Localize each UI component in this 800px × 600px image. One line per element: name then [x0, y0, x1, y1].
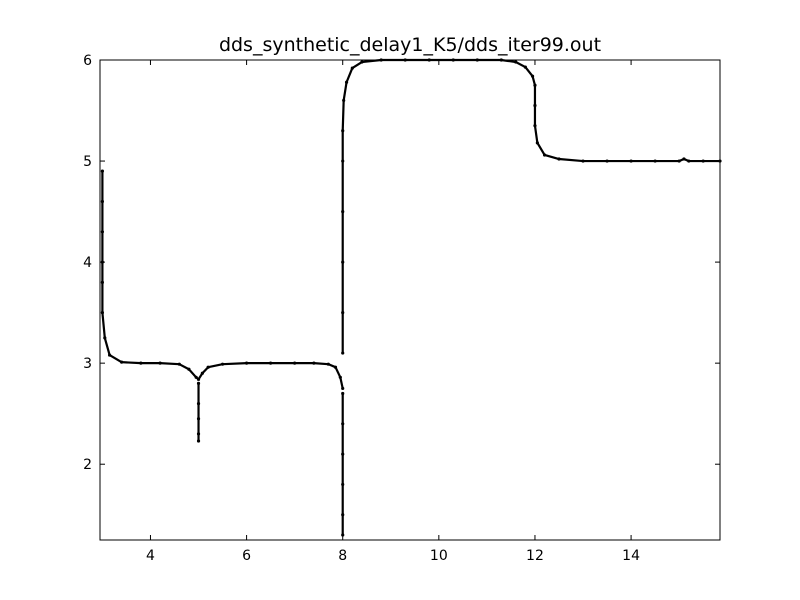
data-point	[206, 365, 210, 369]
data-point	[103, 336, 107, 340]
data-points	[100, 58, 722, 537]
data-point	[187, 367, 191, 371]
data-point	[338, 375, 342, 379]
data-point	[196, 439, 201, 443]
data-point	[293, 361, 297, 365]
data-point	[158, 361, 162, 365]
data-point	[196, 432, 201, 436]
axis-ticks	[100, 59, 720, 540]
y-tick-label: 3	[83, 356, 92, 372]
data-point	[120, 360, 124, 364]
data-point	[100, 199, 105, 204]
series-1	[196, 381, 201, 443]
x-tick-label: 12	[526, 548, 544, 564]
data-point	[341, 386, 345, 391]
data-point	[269, 361, 273, 365]
series-trace-2-1	[341, 58, 720, 354]
data-point	[244, 361, 249, 365]
series-trace-0	[101, 171, 344, 389]
data-point	[194, 375, 198, 379]
data-point	[177, 362, 181, 366]
axes-frame	[99, 59, 721, 541]
y-tick-label: 5	[83, 154, 92, 170]
tick-labels: 4 6 8 10 12 14 2 3 4 5 6	[83, 53, 640, 564]
data-point	[100, 280, 105, 284]
chart-title: dds_synthetic_delay1_K5/dds_iter99.out	[218, 34, 602, 56]
x-tick-label: 14	[622, 548, 640, 564]
data-point	[100, 169, 105, 173]
data-point	[333, 365, 338, 369]
data-point	[312, 361, 316, 365]
x-tick-label: 4	[146, 548, 155, 564]
data-point	[100, 311, 105, 315]
data-point	[108, 353, 112, 357]
x-tick-label: 10	[430, 548, 448, 564]
data-point	[196, 401, 201, 406]
series-2	[341, 58, 722, 537]
x-tick-label: 6	[242, 548, 251, 564]
data-point	[220, 362, 225, 366]
data-point	[196, 377, 201, 381]
data-point	[326, 362, 330, 366]
y-tick-label: 6	[83, 53, 92, 69]
data-point	[196, 417, 201, 421]
data-point	[139, 361, 143, 365]
y-tick-label: 2	[83, 457, 92, 473]
y-tick-label: 4	[83, 255, 92, 271]
data-point	[100, 230, 105, 234]
x-tick-label: 8	[338, 548, 347, 564]
data-point	[200, 371, 204, 375]
data-point	[196, 381, 201, 385]
series-0	[100, 169, 345, 391]
